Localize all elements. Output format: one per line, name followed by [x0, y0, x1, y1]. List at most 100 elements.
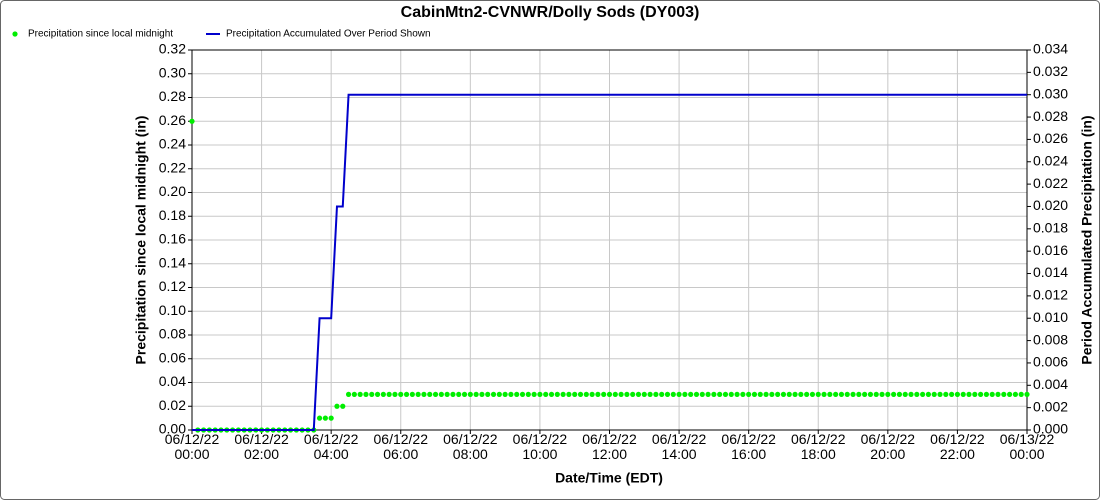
data-point [775, 391, 781, 397]
x-tick-label-line: 14:00 [662, 446, 697, 462]
data-point [635, 391, 642, 397]
data-point [340, 403, 346, 409]
legend-label: Precipitation Accumulated Over Period Sh… [226, 29, 431, 40]
data-point [879, 391, 885, 397]
data-point [908, 391, 914, 397]
data-point [896, 391, 903, 397]
x-tick-label: 06/12/22 08:00 [443, 431, 498, 462]
x-tick-label-line: 06/12/22 [304, 431, 359, 447]
data-point [322, 415, 328, 421]
data-point [983, 391, 990, 397]
x-tick-label: 06/13/22 00:00 [1000, 431, 1055, 462]
x-tick-label-line: 06/12/22 [165, 431, 220, 447]
y2-tick-label: 0.020 [1033, 197, 1068, 213]
data-point [572, 391, 578, 397]
data-point [815, 391, 821, 397]
data-point [374, 391, 381, 397]
data-point [659, 391, 665, 397]
y2-tick-label: 0.028 [1033, 108, 1068, 124]
y2-tick-label: 0.004 [1033, 376, 1068, 392]
y2-tick-label: 0.034 [1033, 41, 1068, 57]
data-point [844, 391, 850, 397]
data-point [914, 391, 920, 397]
y2-tick-label: 0.026 [1033, 130, 1068, 146]
data-point [577, 391, 584, 397]
y2-tick-label: 0.016 [1033, 242, 1068, 258]
data-point [763, 391, 769, 397]
y-tick-label: 0.10 [159, 302, 186, 318]
data-point [444, 391, 450, 397]
data-point [519, 391, 526, 397]
y-tick-label: 0.24 [159, 136, 186, 152]
data-point [380, 391, 386, 397]
data-point [798, 391, 804, 397]
data-point [809, 391, 816, 397]
data-point [792, 391, 798, 397]
y-tick-label: 0.28 [159, 88, 186, 104]
data-point [583, 391, 589, 397]
x-tick-label: 06/12/22 18:00 [791, 431, 846, 462]
data-point [328, 415, 334, 421]
data-point [925, 391, 932, 397]
legend-marker [12, 31, 18, 37]
chart-title: CabinMtn2-CVNWR/Dolly Sods (DY003) [401, 4, 700, 21]
data-point [514, 391, 520, 397]
y2-tick-label: 0.014 [1033, 264, 1068, 280]
y-tick-label: 0.20 [159, 183, 186, 199]
x-tick-label-line: 06/12/22 [513, 431, 568, 447]
y-tick-label: 0.14 [159, 254, 186, 270]
data-point [902, 391, 908, 397]
data-point [746, 391, 752, 397]
x-tick-label-line: 06/12/22 [443, 431, 498, 447]
y-axis-title: Precipitation since local midnight (in) [133, 116, 149, 365]
data-point [711, 391, 717, 397]
data-point [624, 391, 630, 397]
data-point [548, 391, 555, 397]
y-tick-label: 0.02 [159, 397, 186, 413]
data-point [757, 391, 763, 397]
x-tick-label-line: 06/12/22 [234, 431, 289, 447]
data-point [978, 391, 984, 397]
data-point [653, 391, 659, 397]
data-point [601, 391, 607, 397]
data-point [641, 391, 647, 397]
data-point [960, 391, 966, 397]
y2-axis-title: Period Accumulated Precipitation (in) [1079, 115, 1095, 364]
data-point [508, 391, 514, 397]
plot-frame [191, 49, 1028, 431]
data-point [450, 391, 456, 397]
data-point [705, 391, 711, 397]
x-tick-label-line: 20:00 [870, 446, 905, 462]
y2-tick-label: 0.024 [1033, 152, 1068, 168]
data-point [931, 391, 937, 397]
data-point [618, 391, 624, 397]
y-tick-label: 0.26 [159, 112, 186, 128]
x-tick-label-line: 06:00 [383, 446, 418, 462]
data-point [473, 391, 479, 397]
data-point [421, 391, 427, 397]
data-point [740, 391, 746, 397]
data-point [1007, 391, 1013, 397]
data-point [189, 118, 195, 124]
x-tick-label-line: 10:00 [522, 446, 557, 462]
data-point [566, 391, 572, 397]
y-tick-label: 0.08 [159, 326, 186, 342]
x-tick-label-line: 00:00 [174, 446, 209, 462]
x-tick-label: 06/12/22 16:00 [721, 431, 776, 462]
data-point [885, 391, 891, 397]
legend-label: Precipitation since local midnight [28, 29, 173, 40]
y-tick-label: 0.30 [159, 64, 186, 80]
data-point [937, 391, 943, 397]
x-tick-label-line: 06/12/22 [861, 431, 916, 447]
y-tick-label: 0.12 [159, 278, 186, 294]
data-point [1024, 391, 1030, 397]
y2-tick-label: 0.022 [1033, 175, 1068, 191]
data-point [560, 391, 566, 397]
x-tick-label-line: 06/12/22 [374, 431, 429, 447]
y2-tick-label: 0.006 [1033, 354, 1068, 370]
data-point [722, 391, 729, 397]
data-point [949, 391, 955, 397]
data-point [531, 391, 537, 397]
data-point [543, 391, 549, 397]
